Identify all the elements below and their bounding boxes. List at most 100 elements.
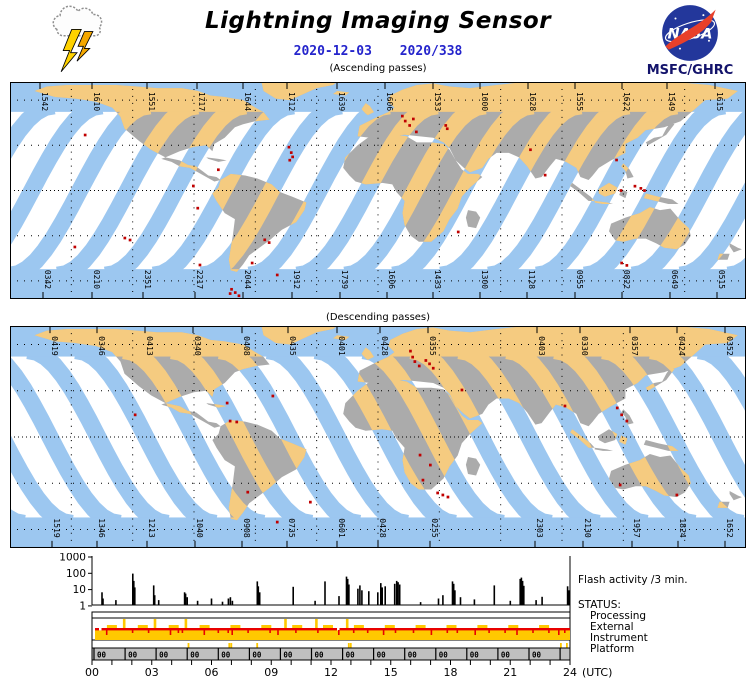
lightning-dot (615, 406, 619, 410)
instrument-red-tick (564, 630, 566, 633)
pass-time-label: 2217 (195, 270, 204, 289)
pass-time-label: 1555 (575, 92, 584, 111)
lightning-dot (83, 133, 87, 137)
lightning-dot (620, 413, 623, 417)
lightning-dot (446, 495, 450, 499)
pass-time-label: 1300 (480, 270, 489, 289)
orbit-cell-label: 00 (408, 651, 418, 660)
lightning-dot (444, 124, 448, 127)
lightning-dot (192, 184, 195, 188)
pass-time-label: 0342 (43, 270, 52, 289)
flash-y-axis: 1000 100 10 1 (59, 553, 571, 660)
date-iso: 2020-12-03 (293, 44, 372, 59)
lightning-dot (230, 287, 233, 291)
lightning-dot (250, 261, 254, 265)
lightning-dot (409, 349, 412, 353)
lightning-dot (133, 413, 137, 417)
utc-tick-label: 03 (145, 666, 159, 679)
pass-time-label: 0403 (537, 336, 546, 356)
nasa-swoosh-icon (665, 9, 716, 50)
lightning-dot (431, 366, 435, 370)
lightning-dot (456, 230, 460, 234)
external-status-bump (508, 625, 519, 628)
pass-time-label: 0401 (337, 336, 346, 356)
lightning-dot (415, 130, 418, 134)
instrument-red-tick (382, 630, 385, 635)
lightning-dot (225, 401, 229, 405)
pass-time-label: 1542 (40, 92, 49, 111)
pass-time-label: 0822 (622, 270, 631, 289)
lightning-dot (412, 117, 415, 121)
star-icon (674, 17, 677, 20)
lightning-dot (563, 404, 567, 408)
instrument-red-tick (474, 630, 476, 635)
map-descending-subtitle: (Descending passes) (325, 312, 431, 323)
pass-time-label: 0355 (428, 336, 437, 356)
platform-status-tick (566, 643, 568, 648)
pass-time-label: 1040 (195, 518, 204, 538)
pass-time-label: 1128 (527, 270, 536, 289)
map-ascending-passes: 1542 1610 1551 1717 1644 1712 1639 1606 1533 1600… (10, 82, 746, 299)
platform-status-tick (349, 643, 352, 648)
platform-status-tick (560, 643, 562, 648)
pass-time-label: 0419 (50, 336, 59, 356)
lightning-dot (408, 124, 411, 127)
orbit-cell-label: 00 (252, 651, 262, 660)
orbit-cell-label: 00 (128, 651, 138, 660)
map-ascending-subtitle: (Ascending passes) (329, 63, 427, 74)
external-status-bump (261, 625, 272, 628)
pass-time-label: 0255 (430, 518, 439, 538)
lightning-dot (401, 114, 404, 118)
utc-tick-label: 12 (324, 666, 338, 679)
pass-time-label: 0408 (242, 336, 251, 356)
pass-time-label: 1639 (337, 92, 346, 111)
flash-y-tick-label: 1000 (59, 553, 86, 564)
external-status-spike (284, 619, 287, 630)
instrument-red-tick (338, 630, 340, 635)
status-row-label-instrument: Instrument (590, 632, 648, 644)
lightning-dot (228, 419, 232, 423)
orbit-cell-label: 00 (501, 651, 511, 660)
pass-time-label: 1628 (528, 92, 537, 111)
lightning-dot (619, 189, 623, 192)
lightning-dot (436, 491, 439, 495)
lightning-dot (291, 155, 294, 159)
instrument-red-tick (203, 630, 206, 635)
pass-time-label: 0357 (630, 336, 639, 356)
star-icon (702, 14, 705, 17)
nasa-logo: NASA (662, 5, 718, 61)
external-status-spike (153, 619, 157, 630)
pass-time-label: 0908 (242, 518, 251, 538)
orbit-ellipse-icon (664, 19, 716, 43)
flash-spikes (101, 573, 570, 605)
lightning-dot (424, 359, 428, 362)
lightning-dot (445, 127, 449, 131)
lightning-dot (675, 493, 679, 497)
instrument-red-tick (504, 630, 506, 633)
orbit-cell-label: 00 (283, 651, 293, 660)
lightning-dot (615, 158, 618, 162)
lightning-dot (421, 478, 425, 482)
flash-y-tick-label: 10 (73, 584, 86, 596)
pass-time-label: 1622 (622, 92, 631, 111)
pass-time-label: 0649 (670, 270, 679, 289)
pass-time-label: 1549 (667, 92, 676, 111)
lightning-dot (639, 187, 643, 190)
instrument-red-tick (277, 630, 279, 635)
header: Lightning Imaging Sensor 2020-12-03 2020… (0, 0, 756, 82)
external-status-bump (384, 625, 395, 628)
pass-time-label: 1652 (725, 518, 734, 538)
lightning-flash-dots (133, 349, 679, 524)
lightning-dot (543, 173, 547, 177)
pass-time-labels: 0419 0346 0413 0340 0408 0435 0401 0428 0355 0403… (49, 326, 734, 548)
utc-tick-label: 00 (85, 666, 99, 679)
lightning-dot (411, 355, 414, 359)
lightning-dot (288, 158, 292, 162)
page-title: Lightning Imaging Sensor (204, 8, 552, 34)
external-status-bump (539, 625, 550, 628)
orbit-bar (92, 648, 570, 660)
lightning-dot (625, 419, 629, 423)
instrument-red-tick (105, 630, 108, 635)
platform-status-tick (228, 643, 231, 648)
external-status-spike (345, 619, 349, 630)
